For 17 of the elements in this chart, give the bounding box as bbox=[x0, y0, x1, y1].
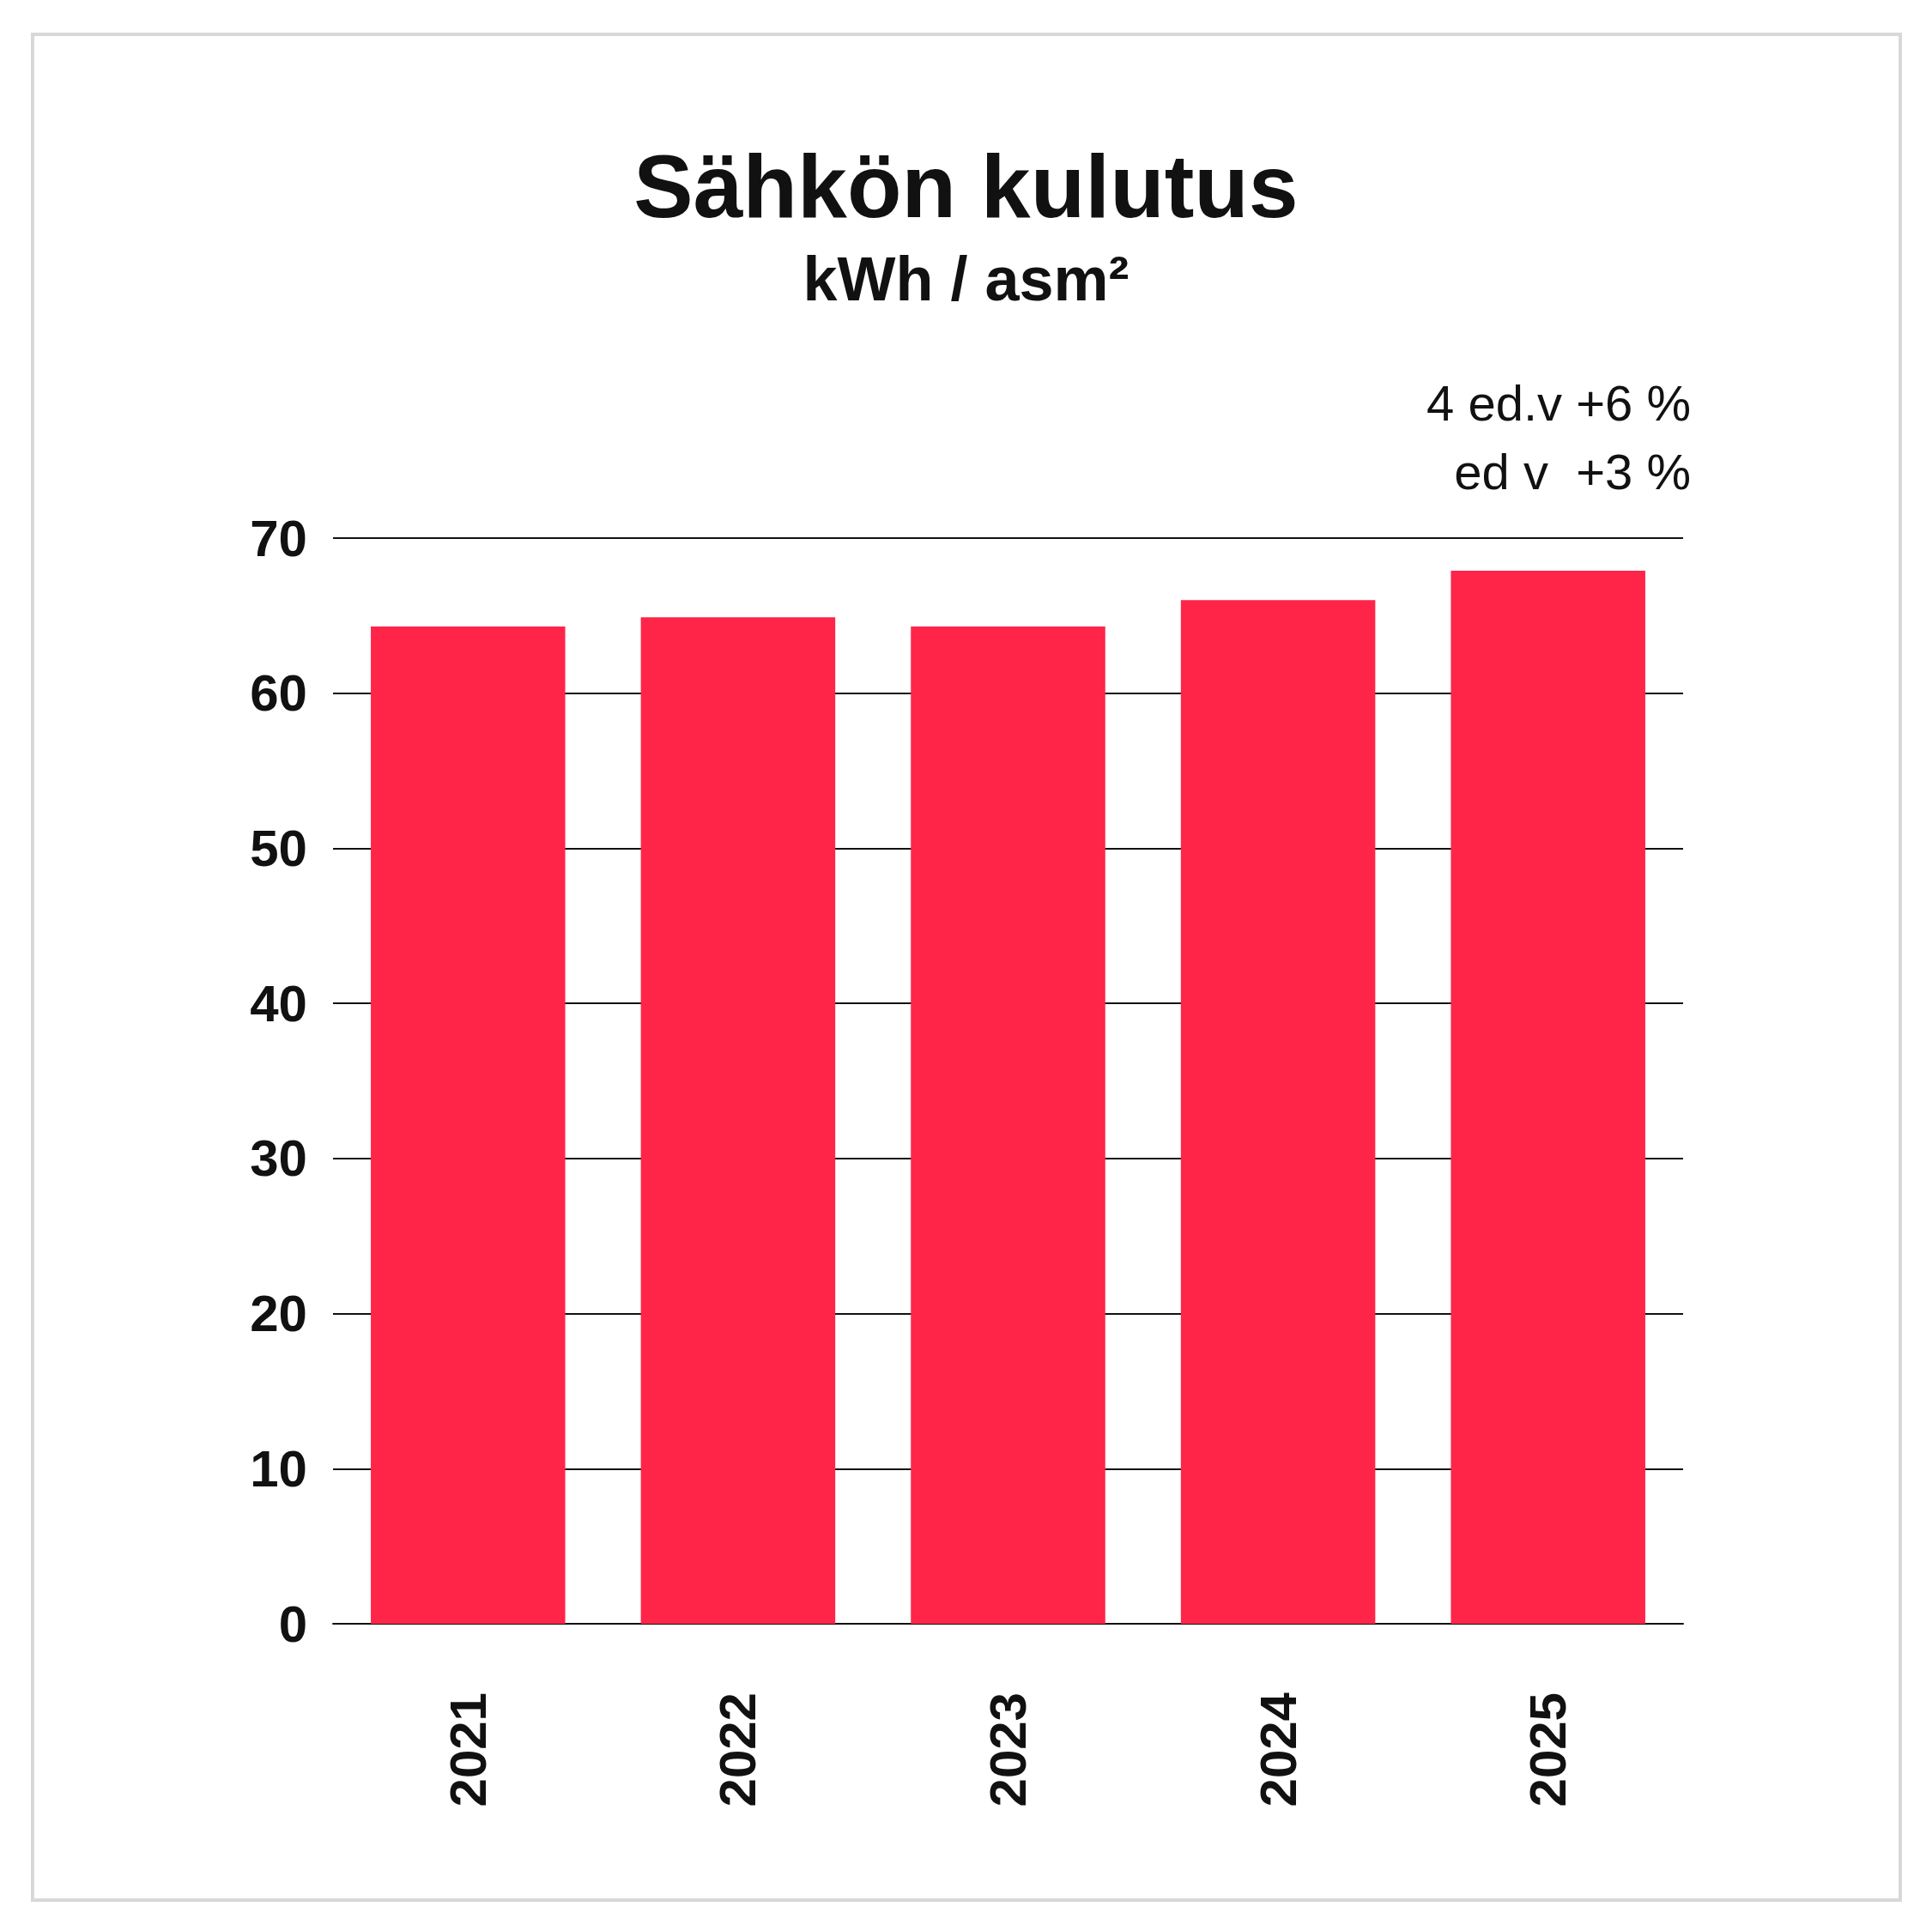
y-tick-label: 20 bbox=[250, 1285, 307, 1343]
y-tick-label: 60 bbox=[250, 664, 307, 723]
y-tick-label: 50 bbox=[250, 819, 307, 877]
x-tick-label: 2022 bbox=[709, 1692, 767, 1807]
chart-title: Sähkön kulutus bbox=[633, 136, 1299, 236]
x-tick-label: 2021 bbox=[439, 1692, 497, 1807]
x-tick-label: 2024 bbox=[1249, 1692, 1307, 1807]
y-tick-label: 40 bbox=[250, 974, 307, 1032]
text: ed v +3 % bbox=[1454, 443, 1691, 499]
y-tick-label: 30 bbox=[250, 1129, 307, 1188]
x-tick-label: 2023 bbox=[979, 1692, 1037, 1807]
y-tick-label: 0 bbox=[278, 1595, 307, 1653]
x-tick-label: 2025 bbox=[1519, 1692, 1578, 1807]
text: 4 ed.v +6 % bbox=[1426, 374, 1691, 431]
y-tick-label: 70 bbox=[250, 509, 307, 567]
y-tick-label: 10 bbox=[250, 1439, 307, 1498]
chart-subtitle: kWh / asm² bbox=[802, 245, 1130, 313]
